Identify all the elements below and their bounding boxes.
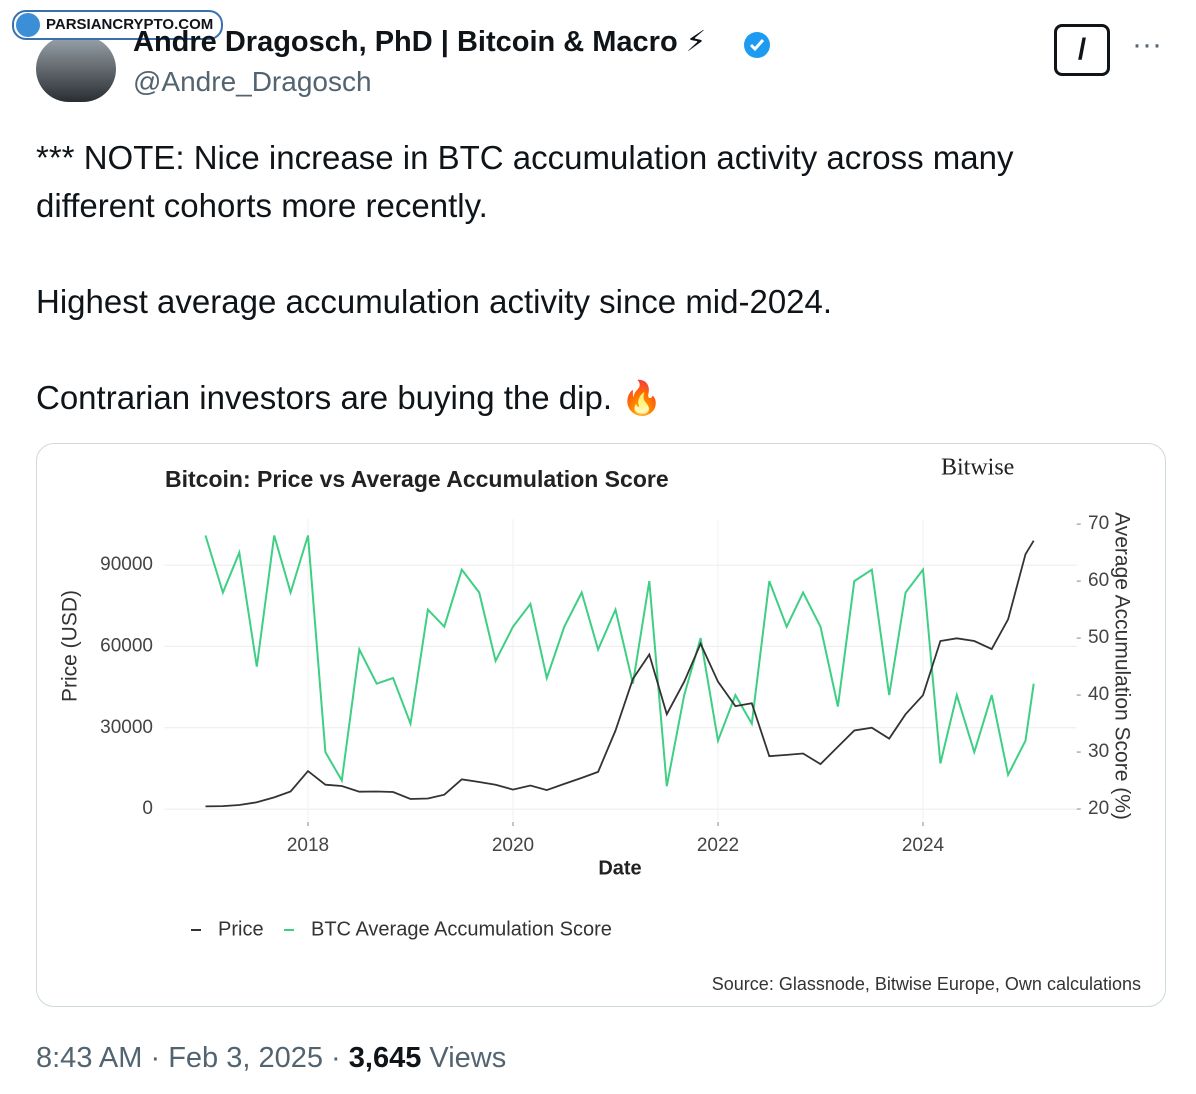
series-line: [205, 540, 1035, 808]
y-tick-label: 90000: [100, 554, 153, 575]
media-card[interactable]: Bitcoin: Price vs Average Accumulation S…: [36, 443, 1166, 1007]
y2-tick-label: 20: [1088, 798, 1109, 819]
more-button[interactable]: ···: [1132, 28, 1162, 61]
y-tick-label: 0: [142, 798, 153, 819]
verified-badge: [744, 32, 770, 58]
chart-title: Bitcoin: Price vs Average Accumulation S…: [165, 466, 669, 492]
legend-label: BTC Average Accumulation Score: [311, 918, 612, 940]
watermark-text: PARSIANCRYPTO.COM: [46, 16, 214, 33]
y2-tick-label: 40: [1088, 684, 1109, 705]
views-label: Views: [429, 1042, 507, 1074]
y2-tick-label: 50: [1088, 627, 1109, 648]
source: Source: Glassnode, Bitwise Europe, Own c…: [712, 974, 1141, 994]
y2-tick-label: 70: [1088, 513, 1109, 534]
y-tick-label: 30000: [100, 717, 153, 738]
grok-button[interactable]: /: [1054, 24, 1110, 76]
y-tick-label: 60000: [100, 635, 153, 656]
time[interactable]: 8:43 AM: [36, 1042, 143, 1074]
avatar[interactable]: [36, 36, 116, 102]
y2-tick-label: 60: [1088, 570, 1109, 591]
chart: Bitcoin: Price vs Average Accumulation S…: [59, 455, 1141, 994]
x-tick-label: 2020: [492, 835, 534, 856]
legend-label: Price: [218, 918, 264, 940]
date[interactable]: Feb 3, 2025: [168, 1042, 323, 1074]
brand: Bitwise: [941, 455, 1014, 481]
watermark: PARSIANCRYPTO.COM: [12, 10, 224, 40]
x-tick-label: 2022: [697, 835, 739, 856]
author-handle[interactable]: @Andre_Dragosch: [133, 66, 372, 97]
paragraph: *** NOTE: Nice increase in BTC accumulat…: [36, 139, 1014, 224]
y-axis-label: Price (USD): [59, 590, 82, 702]
x-axis-label: Date: [598, 857, 641, 879]
x-tick-label: 2024: [902, 835, 945, 856]
author-name[interactable]: Andre Dragosch, PhD | Bitcoin & Macro ⚡: [133, 26, 707, 58]
x-tick-label: 2018: [287, 835, 329, 856]
paragraph: Contrarian investors are buying the dip.…: [36, 379, 663, 416]
y2-axis-label: Average Accumulation Score (%): [1110, 512, 1133, 820]
views-count: 3,645: [348, 1042, 422, 1074]
series-line: [204, 535, 1035, 787]
paragraph: Highest average accumulation activity si…: [36, 283, 833, 320]
tweet-text: *** NOTE: Nice increase in BTC accumulat…: [36, 134, 1096, 422]
y2-tick-label: 30: [1088, 741, 1109, 762]
tweet-meta: 8:43 AM · Feb 3, 2025 · 3,645 Views: [36, 1042, 507, 1074]
watermark-icon: [16, 13, 40, 37]
